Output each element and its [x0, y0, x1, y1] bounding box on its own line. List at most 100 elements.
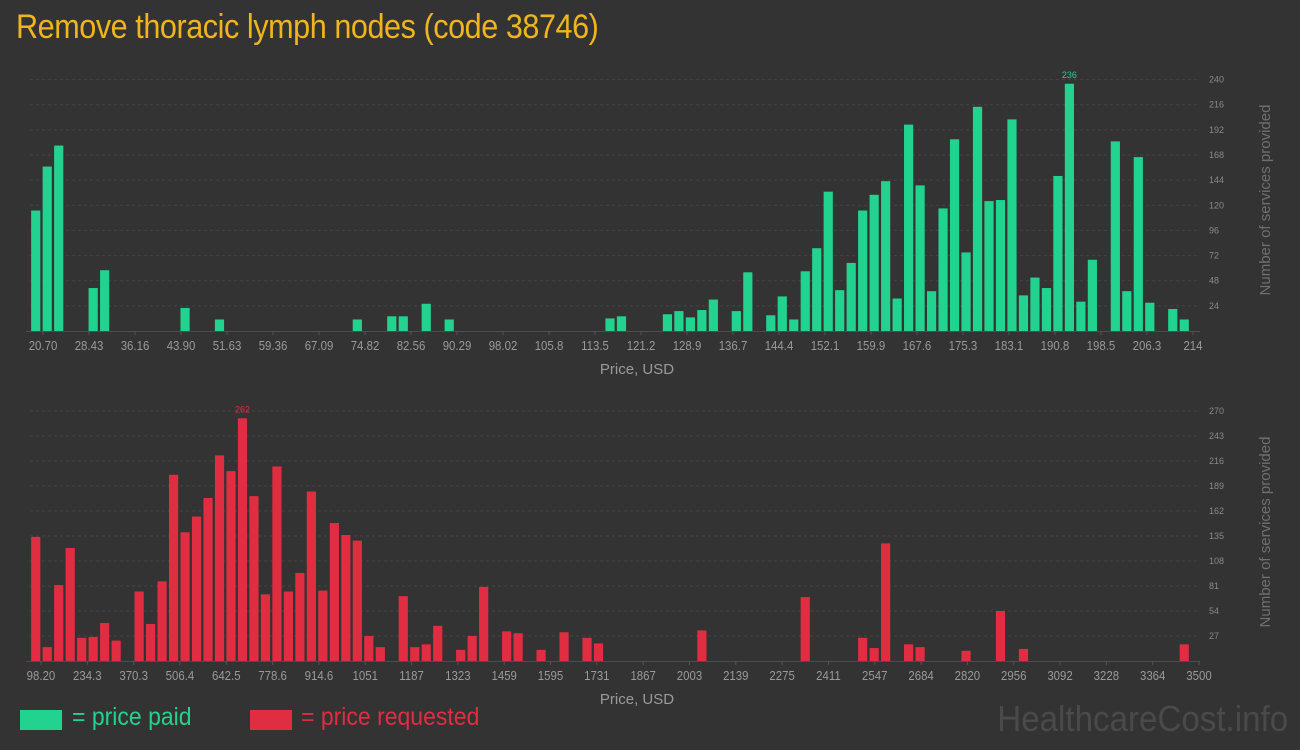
legend-paid-swatch: [20, 710, 62, 730]
paid-bar: [1087, 259, 1097, 331]
requested-bar: [306, 491, 316, 661]
paid-bar: [88, 288, 98, 331]
paid-bar: [662, 314, 673, 331]
paid-bar: [812, 248, 822, 331]
legend-paid-label: = price paid: [72, 703, 192, 731]
requested-x-tick-label: 506.4: [166, 668, 195, 683]
requested-bar: [513, 633, 523, 661]
requested-y-tick-label: 189: [1209, 481, 1224, 491]
paid-bar: [214, 319, 225, 331]
paid-bar: [938, 208, 948, 331]
paid-bar: [1018, 295, 1029, 331]
paid-bar: [766, 315, 776, 331]
requested-bar: [260, 594, 271, 661]
requested-x-tick-label: 370.3: [119, 668, 148, 683]
requested-bar: [54, 585, 64, 661]
requested-x-tick-label: 234.3: [73, 668, 102, 683]
paid-bar: [1145, 302, 1155, 331]
requested-y-tick-label: 27: [1209, 631, 1219, 641]
requested-x-tick-label: 778.6: [258, 668, 287, 683]
paid-bar: [926, 291, 937, 331]
paid-bar: [1110, 141, 1120, 331]
paid-x-tick-label: 74.82: [351, 338, 380, 353]
paid-y-axis-title: Number of services provided: [1257, 105, 1274, 296]
paid-y-tick-label: 24: [1209, 301, 1219, 311]
paid-x-tick-label: 128.9: [673, 338, 702, 353]
paid-bar: [823, 191, 833, 331]
paid-bar: [1179, 319, 1189, 331]
requested-bar: [168, 474, 179, 661]
paid-bar: [1007, 119, 1017, 331]
requested-bar: [398, 596, 408, 661]
paid-bar: [1133, 157, 1143, 331]
requested-y-tick-label: 81: [1209, 581, 1219, 591]
paid-x-tick-label: 121.2: [627, 338, 656, 353]
paid-bar: [984, 201, 994, 331]
requested-bar: [272, 466, 282, 661]
requested-bar: [283, 591, 294, 661]
paid-y-tick-label: 216: [1209, 100, 1224, 110]
requested-bar: [375, 647, 385, 661]
requested-x-tick-label: 2820: [955, 668, 981, 683]
paid-bar: [100, 270, 110, 331]
paid-bar: [789, 319, 799, 331]
paid-x-tick-label: 51.63: [213, 338, 242, 353]
paid-bar: [858, 210, 868, 331]
requested-bar: [421, 644, 431, 661]
paid-x-tick-label: 144.4: [765, 338, 794, 353]
requested-x-tick-label: 2547: [862, 668, 888, 683]
requested-bar: [915, 647, 925, 661]
requested-bar: [410, 647, 420, 661]
paid-x-tick-label: 36.16: [121, 338, 150, 353]
paid-bar: [1041, 288, 1052, 331]
paid-bar: [835, 290, 845, 331]
paid-bar: [777, 296, 787, 331]
requested-bar: [479, 586, 489, 661]
paid-bar: [54, 145, 64, 331]
requested-bar: [77, 637, 87, 661]
requested-bar: [536, 649, 546, 661]
paid-x-tick-label: 90.29: [443, 338, 472, 353]
requested-x-tick-label: 98.20: [27, 668, 56, 683]
requested-x-tick-label: 2003: [677, 668, 703, 683]
requested-y-axis-title: Number of services provided: [1257, 437, 1274, 628]
requested-bar: [502, 631, 512, 661]
paid-bar: [1168, 309, 1178, 331]
requested-x-tick-label: 3500: [1186, 668, 1212, 683]
paid-bar: [398, 316, 408, 331]
requested-x-tick-label: 1731: [584, 668, 610, 683]
requested-x-tick-label: 642.5: [212, 668, 241, 683]
paid-bar: [995, 200, 1006, 331]
requested-y-tick-label: 162: [1209, 506, 1224, 516]
requested-bar: [237, 418, 248, 661]
paid-y-tick-label: 120: [1209, 200, 1224, 210]
requested-y-tick-label: 108: [1209, 556, 1224, 566]
paid-x-tick-label: 59.36: [259, 338, 288, 353]
requested-x-tick-label: 2684: [908, 668, 934, 683]
requested-bar: [226, 471, 236, 661]
legend-requested-label: = price requested: [301, 703, 480, 731]
requested-x-tick-label: 3228: [1094, 668, 1120, 683]
requested-y-tick-label: 135: [1209, 531, 1224, 541]
paid-bar: [616, 316, 627, 331]
requested-x-tick-label: 2411: [816, 668, 841, 683]
requested-bar: [697, 630, 707, 661]
paid-y-tick-label: 144: [1209, 175, 1224, 185]
paid-bar: [31, 210, 41, 331]
paid-bar: [1030, 277, 1040, 331]
paid-bar: [180, 307, 190, 331]
paid-bar: [915, 185, 925, 331]
requested-x-tick-label: 1595: [538, 668, 564, 683]
requested-bar: [88, 636, 98, 661]
paid-bar: [685, 317, 695, 331]
requested-x-tick-label: 2956: [1001, 668, 1027, 683]
requested-max-label: 262: [235, 404, 250, 414]
requested-x-tick-label: 1051: [353, 668, 379, 683]
requested-bar: [134, 591, 144, 661]
paid-x-tick-label: 206.3: [1133, 338, 1162, 353]
paid-x-tick-label: 105.8: [535, 338, 564, 353]
paid-bar: [846, 262, 856, 331]
paid-bar: [1053, 175, 1063, 331]
requested-bar: [191, 516, 202, 661]
paid-y-tick-label: 96: [1209, 225, 1219, 235]
